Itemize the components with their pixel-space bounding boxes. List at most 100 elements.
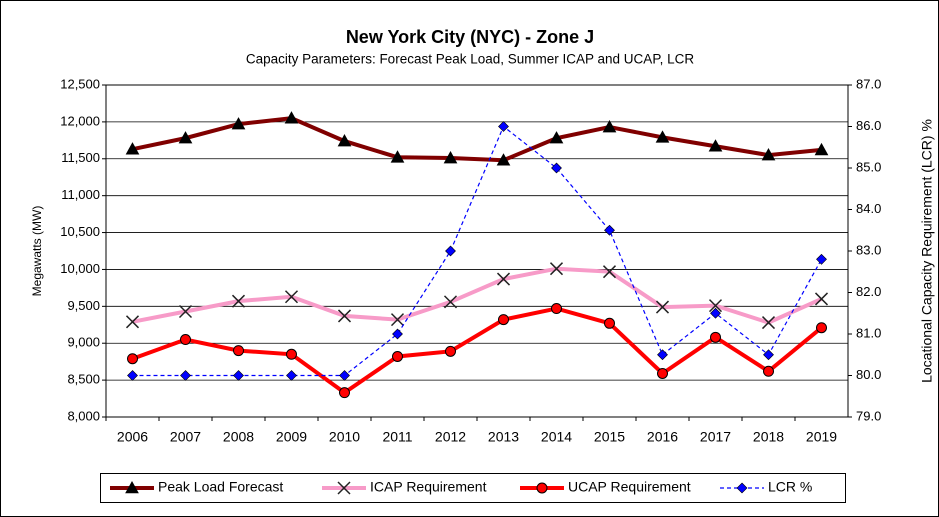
data-point xyxy=(284,290,299,304)
data-point xyxy=(496,153,511,166)
y-tick-label: 11,000 xyxy=(61,187,100,202)
y-tick-label: 11,500 xyxy=(61,150,100,165)
data-point xyxy=(655,300,670,314)
x-tick-label: 2016 xyxy=(647,429,678,445)
data-point xyxy=(127,353,138,365)
data-point xyxy=(657,349,668,361)
y2-tick-label: 81.0 xyxy=(856,325,881,340)
y-tick-label: 9,000 xyxy=(67,335,100,350)
series-line xyxy=(132,116,822,163)
data-point xyxy=(498,121,509,132)
data-point xyxy=(443,151,458,164)
legend-marker xyxy=(337,481,351,495)
data-point xyxy=(180,334,191,346)
data-point xyxy=(498,314,509,326)
x-tick-label: 2017 xyxy=(700,429,731,445)
y-tick-label: 9,500 xyxy=(67,298,100,313)
x-tick-label: 2015 xyxy=(594,429,625,445)
data-point xyxy=(708,139,723,152)
y-axis-label: Megawatts (MW) xyxy=(30,206,44,297)
data-point xyxy=(443,295,458,309)
data-point xyxy=(496,272,511,286)
data-point xyxy=(549,131,564,144)
y2-tick-label: 86.0 xyxy=(856,118,881,133)
x-tick-label: 2018 xyxy=(753,429,784,445)
data-point xyxy=(657,367,668,379)
y-tick-label: 12,000 xyxy=(60,113,100,128)
data-point xyxy=(710,307,721,319)
x-tick-label: 2010 xyxy=(329,429,360,445)
series-line xyxy=(132,125,823,377)
data-point xyxy=(233,370,244,381)
y-tick-label: 8,500 xyxy=(67,372,100,387)
data-point xyxy=(655,130,670,143)
y-tick-label: 10,000 xyxy=(60,261,100,276)
x-tick-label: 2008 xyxy=(223,429,254,445)
data-point xyxy=(604,224,615,236)
data-point xyxy=(180,370,191,381)
data-point xyxy=(286,348,297,360)
data-point xyxy=(708,299,723,313)
data-point xyxy=(392,328,403,340)
data-point xyxy=(710,331,721,343)
data-point xyxy=(763,365,774,377)
legend-label: ICAP Requirement xyxy=(370,479,487,495)
chart-subtitle: Capacity Parameters: Forecast Peak Load,… xyxy=(246,52,694,67)
legend-marker xyxy=(536,482,548,494)
series-line xyxy=(131,306,823,396)
y2-axis-label: Locational Capacity Requirement (LCR) % xyxy=(919,119,935,383)
data-point xyxy=(392,351,403,363)
data-point xyxy=(604,317,615,329)
data-point xyxy=(337,134,352,147)
y2-tick-label: 84.0 xyxy=(856,201,881,216)
data-point xyxy=(814,292,829,306)
x-tick-label: 2019 xyxy=(806,429,837,445)
x-tick-label: 2007 xyxy=(170,429,201,445)
x-tick-label: 2013 xyxy=(488,429,519,445)
x-tick-label: 2012 xyxy=(435,429,466,445)
legend-marker xyxy=(125,480,139,494)
y-tick-label: 8,000 xyxy=(67,408,100,423)
data-point xyxy=(816,322,827,334)
x-tick-label: 2009 xyxy=(276,429,307,445)
data-point xyxy=(602,120,617,133)
data-point xyxy=(816,253,827,265)
y2-tick-label: 79.0 xyxy=(856,408,881,423)
data-point xyxy=(763,349,774,361)
data-point xyxy=(231,294,246,308)
y2-tick-label: 80.0 xyxy=(856,367,881,382)
data-point xyxy=(390,313,405,327)
data-point xyxy=(339,370,350,381)
data-point xyxy=(337,309,352,323)
data-point xyxy=(602,265,617,279)
data-point xyxy=(178,131,193,144)
data-point xyxy=(127,370,138,381)
x-tick-label: 2006 xyxy=(117,429,148,445)
y2-tick-label: 87.0 xyxy=(856,76,881,91)
data-point xyxy=(125,315,140,329)
y-tick-label: 10,500 xyxy=(60,224,100,239)
legend-label: LCR % xyxy=(768,479,812,495)
legend-label: UCAP Requirement xyxy=(568,479,691,495)
x-tick-label: 2014 xyxy=(541,429,572,445)
data-point xyxy=(233,345,244,357)
legend-marker xyxy=(736,482,748,494)
data-point xyxy=(390,150,405,163)
x-tick-label: 2011 xyxy=(382,429,412,445)
data-point xyxy=(284,111,299,124)
y2-tick-label: 85.0 xyxy=(856,159,881,174)
data-point xyxy=(231,117,246,130)
data-point xyxy=(445,345,456,357)
data-point xyxy=(445,245,456,257)
series-line xyxy=(132,266,823,325)
data-point xyxy=(339,387,350,399)
data-point xyxy=(761,316,776,330)
data-point xyxy=(549,262,564,276)
data-point xyxy=(814,142,829,156)
y2-tick-label: 82.0 xyxy=(856,284,881,299)
legend-label: Peak Load Forecast xyxy=(158,479,283,495)
y-tick-label: 12,500 xyxy=(60,76,100,91)
y2-tick-label: 83.0 xyxy=(856,242,881,257)
data-point xyxy=(551,162,562,174)
